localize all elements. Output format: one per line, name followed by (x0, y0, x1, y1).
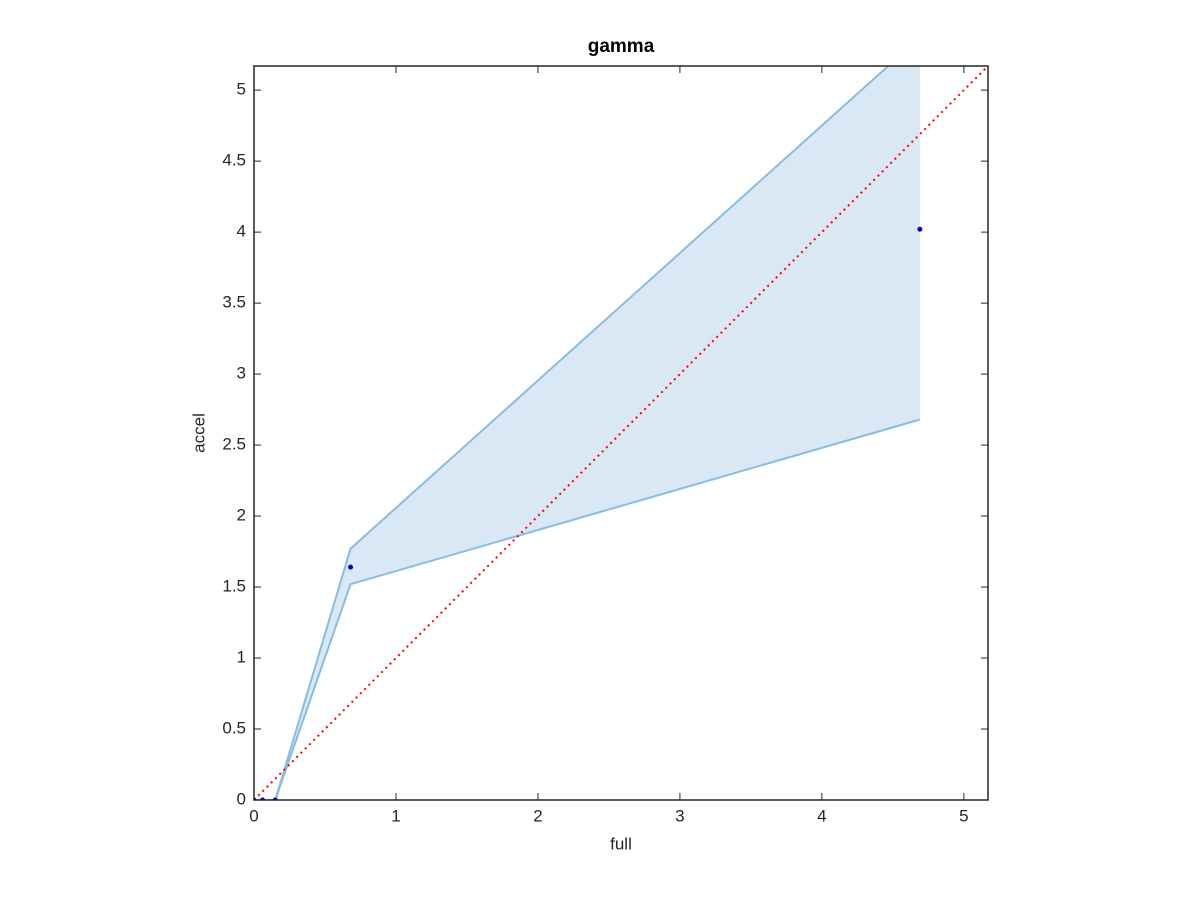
band-lower-edge (254, 418, 921, 800)
y-tick-label: 0.5 (222, 718, 246, 737)
x-tick-label: 3 (675, 806, 684, 825)
y-tick-label: 5 (237, 80, 246, 99)
y-tick-label: 2 (237, 506, 246, 525)
x-tick-label: 1 (391, 806, 400, 825)
y-tick-label: 0 (237, 789, 246, 808)
reference-line (254, 66, 988, 800)
y-tick-label: 2.5 (222, 435, 246, 454)
point (917, 226, 923, 232)
band-upper-edge (254, 66, 890, 800)
x-tick-label: 0 (249, 806, 258, 825)
x-axis-label: full (610, 834, 632, 853)
y-tick-label: 3 (237, 364, 246, 383)
y-tick-label: 4.5 (222, 151, 246, 170)
y-axis-label: accel (189, 413, 208, 453)
axes-box (253, 65, 989, 801)
point (348, 564, 354, 570)
chart-title: gamma (588, 36, 655, 57)
x-tick-label: 4 (817, 806, 826, 825)
axes: 0 1 2 3 4 5 0 0.5 1 1.5 2 2.5 3 3.5 4 4.5 5 (222, 65, 989, 825)
y-tick-label: 1 (237, 648, 246, 667)
confidence-band (254, 66, 920, 800)
x-tick-label: 5 (959, 806, 968, 825)
y-tick-label: 3.5 (222, 293, 246, 312)
x-tick-label: 2 (533, 806, 542, 825)
y-tick-label: 1.5 (222, 577, 246, 596)
y-tick-label: 4 (237, 222, 246, 241)
